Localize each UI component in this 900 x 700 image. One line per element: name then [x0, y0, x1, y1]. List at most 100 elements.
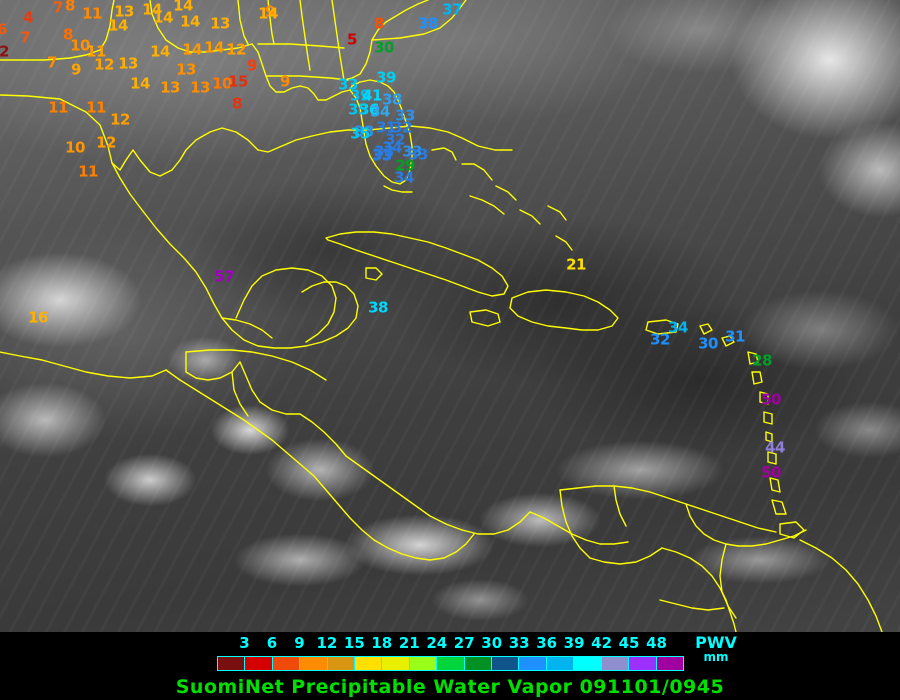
- station-pwv-value: 33: [354, 122, 374, 141]
- colorbar-segment-2: [272, 657, 301, 670]
- station-pwv-value: 31: [376, 118, 396, 137]
- station-pwv-value: 34: [668, 318, 688, 337]
- station-pwv-value: 35: [350, 124, 370, 143]
- colorbar-segment-3: [300, 657, 328, 670]
- colorbar-tick-12: 12: [316, 634, 338, 652]
- station-pwv-value: 7: [20, 28, 30, 47]
- cloud-streak-texture: [0, 0, 900, 632]
- pwv-variable-text: PWV: [695, 633, 737, 652]
- station-pwv-value: 34: [394, 168, 414, 187]
- station-pwv-value: 38: [418, 14, 438, 33]
- station-pwv-value: 12: [226, 40, 246, 59]
- colorbar-segment-13: [574, 657, 602, 670]
- station-pwv-value: 11: [86, 98, 106, 117]
- colorbar-segment-5: [355, 657, 383, 670]
- station-pwv-value: 30: [374, 38, 394, 57]
- colorbar-tick-48: 48: [646, 634, 667, 652]
- station-pwv-value: 9: [280, 72, 290, 91]
- pwv-variable-label: PWV mm: [686, 634, 746, 664]
- station-pwv-value: 28: [752, 351, 772, 370]
- station-pwv-value: 35: [348, 100, 368, 119]
- colorbar-segment-0: [218, 657, 246, 670]
- station-pwv-value: 14: [150, 42, 170, 61]
- colorbar-tick-30: 30: [481, 634, 503, 652]
- station-pwv-value: 34: [370, 102, 390, 121]
- pwv-units-text: mm: [703, 650, 729, 664]
- station-pwv-value: 11: [78, 162, 98, 181]
- station-pwv-value: 8: [63, 25, 73, 44]
- colorbar-tick-45: 45: [618, 634, 640, 652]
- product-title: SuomiNet Precipitable Water Vapor 091101…: [175, 676, 725, 698]
- station-pwv-value: 7: [53, 0, 63, 17]
- colorbar-tick-18: 18: [371, 634, 393, 652]
- station-pwv-value: 13: [190, 78, 210, 97]
- station-pwv-value: 14: [130, 74, 150, 93]
- station-pwv-value: 11: [48, 98, 68, 117]
- station-pwv-value: 32: [385, 130, 405, 149]
- station-pwv-value: 39: [350, 86, 370, 105]
- station-pwv-value: 4: [23, 8, 33, 27]
- station-pwv-value: 15: [228, 72, 248, 91]
- station-pwv-value: 34: [382, 138, 402, 157]
- station-pwv-value: 13: [210, 14, 230, 33]
- colorbar-tick-24: 24: [426, 634, 448, 652]
- station-pwv-value: 14: [258, 4, 278, 23]
- station-pwv-value: 38: [368, 298, 388, 317]
- station-pwv-value: 11: [82, 4, 102, 23]
- station-pwv-value: 14: [142, 0, 162, 19]
- colorbar-tick-15: 15: [343, 634, 365, 652]
- colorbar-tick-6: 6: [266, 634, 278, 652]
- station-pwv-value: 21: [566, 255, 586, 274]
- station-pwv-value: 37: [442, 0, 462, 19]
- station-pwv-value: 11: [86, 42, 106, 61]
- colorbar-tick-27: 27: [453, 634, 475, 652]
- station-pwv-value: 12: [96, 133, 116, 152]
- colorbar-tick-39: 39: [563, 634, 585, 652]
- station-pwv-value: 29: [395, 156, 415, 175]
- colorbar-tick-36: 36: [536, 634, 558, 652]
- station-pwv-value: 36: [359, 100, 379, 119]
- station-pwv-value: 14: [180, 12, 200, 31]
- station-pwv-value: 10: [65, 138, 85, 157]
- colorbar-tick-21: 21: [398, 634, 420, 652]
- station-pwv-value: 6: [0, 20, 7, 39]
- station-pwv-value: 14: [153, 8, 173, 27]
- station-pwv-value: 44: [765, 438, 785, 457]
- colorbar-segment-10: [492, 657, 520, 670]
- colorbar-tick-row: 3 6 9 12 15 18 21 24 27 30 33 36 39 42 45 48: [222, 634, 682, 654]
- station-pwv-value: 33: [402, 142, 422, 161]
- station-pwv-value: 14: [204, 38, 224, 57]
- colorbar-tick-42: 42: [591, 634, 613, 652]
- colorbar-tick-3: 3: [239, 634, 250, 652]
- station-pwv-value: 32: [392, 118, 412, 137]
- station-pwv-value: 13: [176, 60, 196, 79]
- station-pwv-value: 33: [374, 142, 394, 161]
- station-pwv-value: 8: [65, 0, 75, 15]
- colorbar-segment-6: [382, 657, 410, 670]
- station-pwv-value: 39: [376, 68, 396, 87]
- station-pwv-value: 8: [374, 14, 384, 33]
- colorbar-segment-16: [656, 657, 683, 670]
- colorbar-segment-1: [245, 657, 273, 670]
- pwv-colorbar: [217, 656, 684, 671]
- station-pwv-value: 33: [372, 145, 392, 164]
- colorbar-segment-15: [629, 657, 657, 670]
- satellite-image-panel: 4 7 2 6 7 8 10 11 9 12 13 14 7 8 11 13 14 14 14 14 14 14 14 13 1…: [0, 0, 900, 632]
- station-pwv-value: 50: [761, 463, 781, 482]
- station-pwv-value: 14: [182, 40, 202, 59]
- station-pwv-value: 13: [118, 54, 138, 73]
- station-pwv-value: 2: [0, 42, 9, 61]
- station-pwv-value: 12: [94, 55, 114, 74]
- colorbar-segment-8: [437, 657, 465, 670]
- station-pwv-value: 33: [338, 75, 358, 94]
- colorbar-segment-9: [464, 657, 493, 670]
- station-pwv-value: 13: [114, 2, 134, 21]
- colorbar-segment-14: [601, 657, 630, 670]
- colorbar-segment-4: [327, 657, 356, 670]
- colorbar-segment-7: [409, 657, 438, 670]
- station-pwv-value: 41: [362, 86, 382, 105]
- station-pwv-value: 8: [232, 94, 242, 113]
- station-pwv-value: 12: [110, 110, 130, 129]
- station-pwv-value: 50: [761, 390, 781, 409]
